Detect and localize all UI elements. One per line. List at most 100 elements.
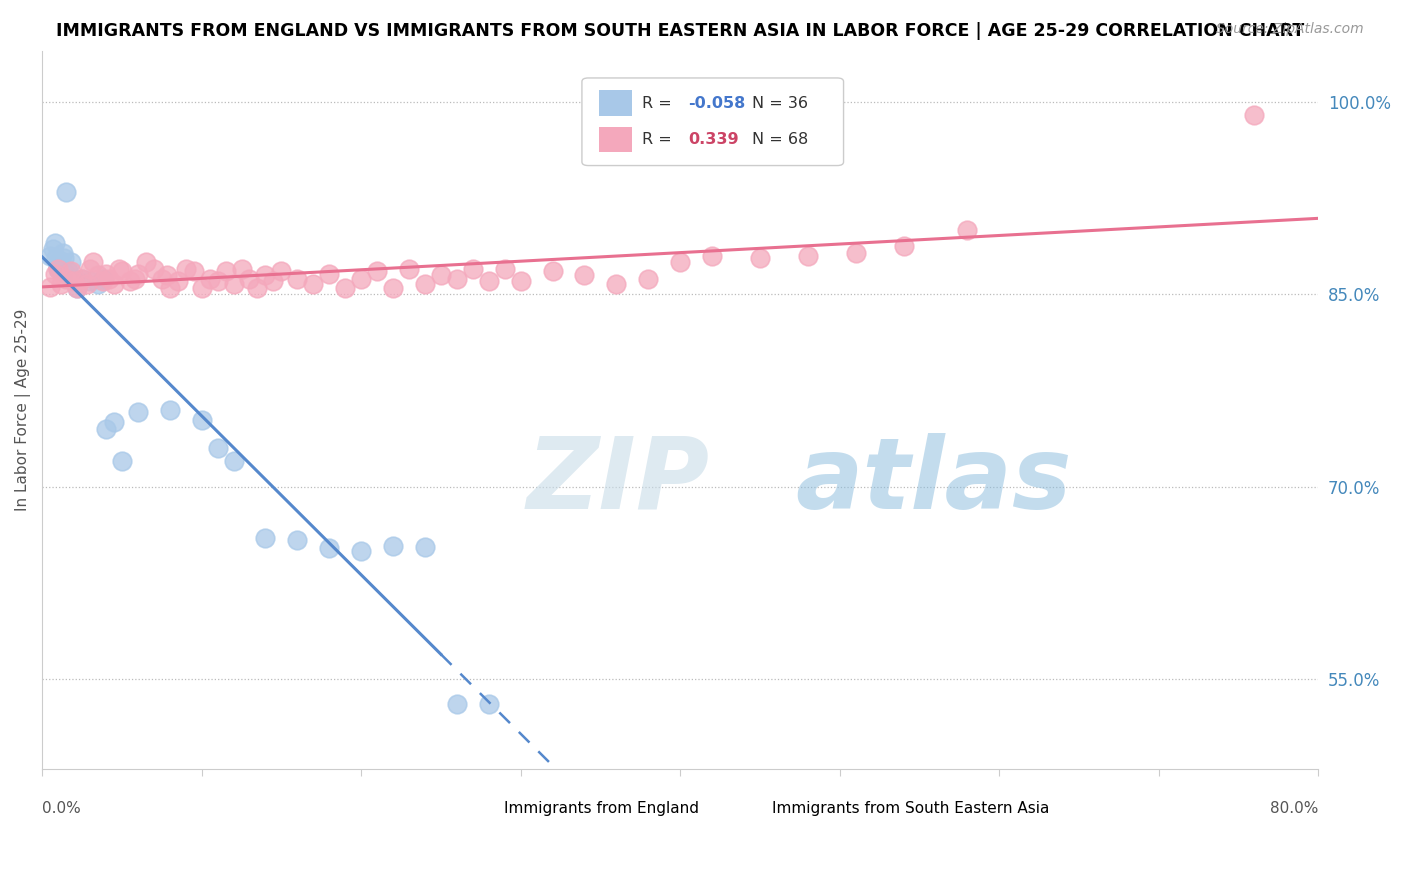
Point: [56, 264, 79, 278]
Point: [246, 281, 269, 295]
Point: [845, 246, 868, 260]
Point: [509, 275, 531, 289]
Point: [70, 272, 93, 286]
Point: [46, 256, 69, 270]
Point: [207, 275, 229, 289]
Point: [262, 275, 284, 289]
Point: [52, 246, 75, 260]
Point: [413, 277, 436, 291]
Point: [478, 698, 501, 712]
Point: [135, 255, 157, 269]
Text: -0.058: -0.058: [688, 95, 745, 111]
Point: [76, 277, 98, 291]
Point: [59, 264, 82, 278]
Point: [46, 261, 69, 276]
Point: [98, 272, 121, 286]
Point: [318, 267, 340, 281]
Point: [198, 272, 221, 286]
Point: [541, 264, 564, 278]
Point: [124, 272, 146, 286]
Point: [478, 275, 501, 289]
Point: [51, 277, 73, 291]
Text: R =: R =: [643, 95, 676, 111]
Point: [430, 268, 453, 282]
Point: [55, 267, 77, 281]
Point: [87, 268, 110, 282]
Point: [142, 261, 165, 276]
Point: [150, 272, 173, 286]
Point: [66, 281, 89, 295]
Point: [574, 268, 596, 282]
Point: [42, 243, 65, 257]
Point: [214, 264, 236, 278]
Point: [159, 281, 181, 295]
Point: [111, 264, 134, 278]
Point: [79, 275, 101, 289]
Bar: [470, 801, 498, 817]
Point: [46, 261, 69, 276]
Text: Immigrants from South Eastern Asia: Immigrants from South Eastern Asia: [772, 801, 1049, 816]
Point: [91, 275, 114, 289]
Point: [382, 281, 405, 295]
Point: [127, 267, 149, 281]
Point: [254, 531, 277, 545]
Point: [45, 252, 67, 266]
Point: [66, 281, 89, 295]
Point: [111, 454, 134, 468]
Point: [302, 277, 325, 291]
Text: ZIP: ZIP: [527, 433, 710, 530]
Point: [207, 441, 229, 455]
Point: [238, 272, 260, 286]
Point: [103, 277, 125, 291]
Text: 0.339: 0.339: [688, 132, 738, 147]
Point: [183, 264, 205, 278]
Point: [350, 543, 373, 558]
Point: [605, 277, 627, 291]
Point: [382, 539, 405, 553]
Point: [350, 272, 373, 286]
Point: [59, 255, 82, 269]
Point: [637, 272, 659, 286]
Text: atlas: atlas: [794, 433, 1071, 530]
Point: [254, 268, 277, 282]
Point: [366, 264, 388, 278]
Point: [51, 254, 73, 268]
Point: [222, 454, 245, 468]
Point: [413, 540, 436, 554]
Point: [70, 272, 93, 286]
Bar: [599, 90, 631, 116]
Point: [107, 261, 129, 276]
Point: [79, 261, 101, 276]
Point: [700, 249, 723, 263]
Point: [956, 223, 979, 237]
Point: [335, 281, 357, 295]
Point: [174, 261, 197, 276]
Point: [63, 272, 86, 286]
Point: [166, 275, 188, 289]
Point: [222, 277, 245, 291]
Point: [44, 235, 66, 250]
Point: [159, 402, 181, 417]
Point: [231, 261, 253, 276]
Point: [318, 541, 340, 555]
Point: [87, 277, 110, 291]
Point: [446, 698, 468, 712]
Point: [1243, 108, 1265, 122]
Point: [155, 268, 177, 282]
Point: [127, 405, 149, 419]
Point: [398, 261, 420, 276]
Text: N = 36: N = 36: [752, 95, 807, 111]
Point: [55, 185, 77, 199]
Point: [797, 249, 820, 263]
Point: [461, 261, 484, 276]
Point: [190, 281, 212, 295]
Point: [285, 533, 308, 548]
Point: [270, 264, 292, 278]
Text: IMMIGRANTS FROM ENGLAND VS IMMIGRANTS FROM SOUTH EASTERN ASIA IN LABOR FORCE | A: IMMIGRANTS FROM ENGLAND VS IMMIGRANTS FR…: [56, 22, 1305, 40]
Point: [893, 238, 915, 252]
Point: [55, 272, 77, 286]
Text: 80.0%: 80.0%: [1270, 801, 1319, 816]
Point: [82, 255, 104, 269]
Point: [118, 275, 141, 289]
Text: 0.0%: 0.0%: [42, 801, 82, 816]
